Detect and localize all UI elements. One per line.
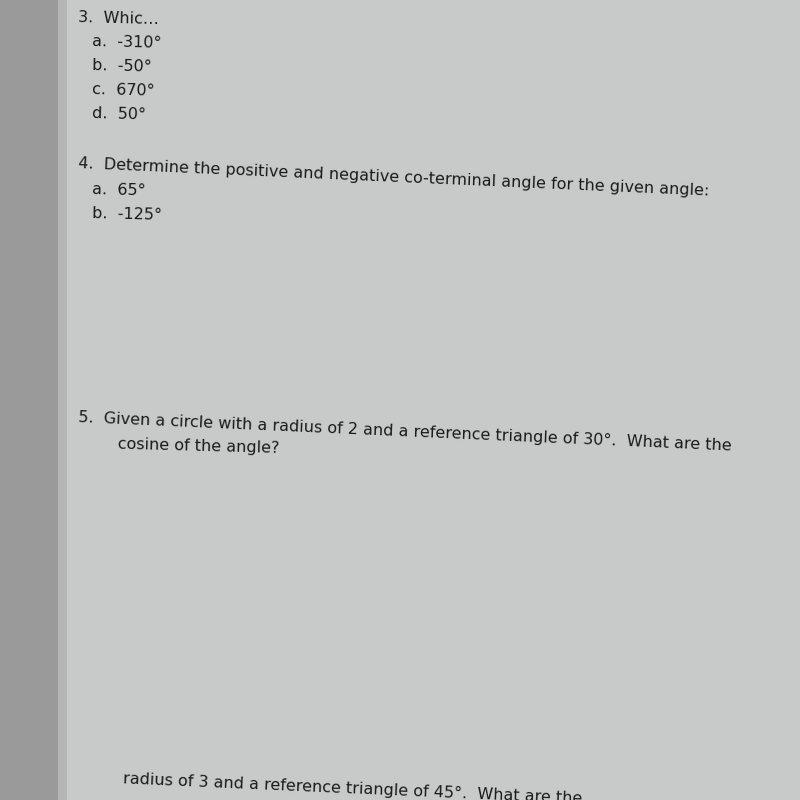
- Text: 5.  Given a circle with a radius of 2 and a reference triangle of 30°.  What are: 5. Given a circle with a radius of 2 and…: [78, 410, 732, 454]
- Text: a.  65°: a. 65°: [92, 182, 146, 198]
- Text: radius of 3 and a reference triangle of 45°.  What are the: radius of 3 and a reference triangle of …: [92, 770, 582, 800]
- Text: 3.  Whic…: 3. Whic…: [78, 10, 159, 27]
- Text: a.  -310°: a. -310°: [92, 34, 162, 51]
- Text: c.  670°: c. 670°: [92, 82, 154, 99]
- Text: cosine of the angle?: cosine of the angle?: [92, 436, 279, 456]
- Bar: [0, 0, 58, 800]
- Text: b.  -125°: b. -125°: [92, 206, 162, 223]
- Text: b.  -50°: b. -50°: [92, 58, 152, 75]
- Bar: [58, 0, 67, 800]
- Text: d.  50°: d. 50°: [92, 106, 146, 123]
- Text: 4.  Determine the positive and negative co-terminal angle for the given angle:: 4. Determine the positive and negative c…: [78, 156, 710, 198]
